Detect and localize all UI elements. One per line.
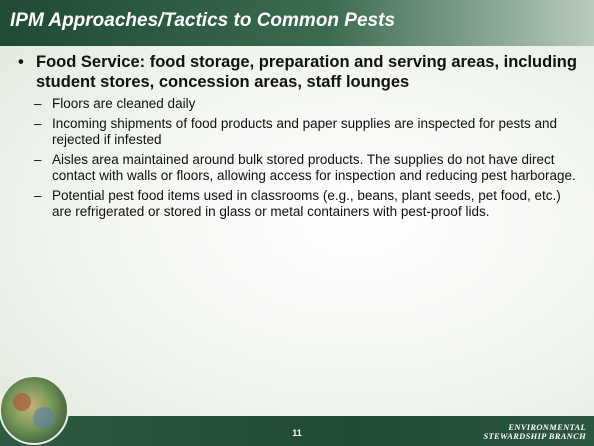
slide-title: IPM Approaches/Tactics to Common Pests — [10, 10, 395, 32]
content: Food Service: food storage, preparation … — [18, 52, 584, 224]
main-bullet: Food Service: food storage, preparation … — [18, 52, 584, 92]
sub-bullet-list: Floors are cleaned daily Incoming shipmen… — [34, 96, 584, 221]
sub-bullet: Floors are cleaned daily — [34, 96, 584, 113]
slide: IPM Approaches/Tactics to Common Pests F… — [0, 0, 594, 446]
sub-bullet: Potential pest food items used in classr… — [34, 188, 584, 221]
logo-line: STEWARDSHIP BRANCH — [484, 432, 586, 441]
logo: ENVIRONMENTAL STEWARDSHIP BRANCH — [484, 423, 586, 441]
sub-bullet: Aisles area maintained around bulk store… — [34, 152, 584, 185]
sub-bullet: Incoming shipments of food products and … — [34, 116, 584, 149]
